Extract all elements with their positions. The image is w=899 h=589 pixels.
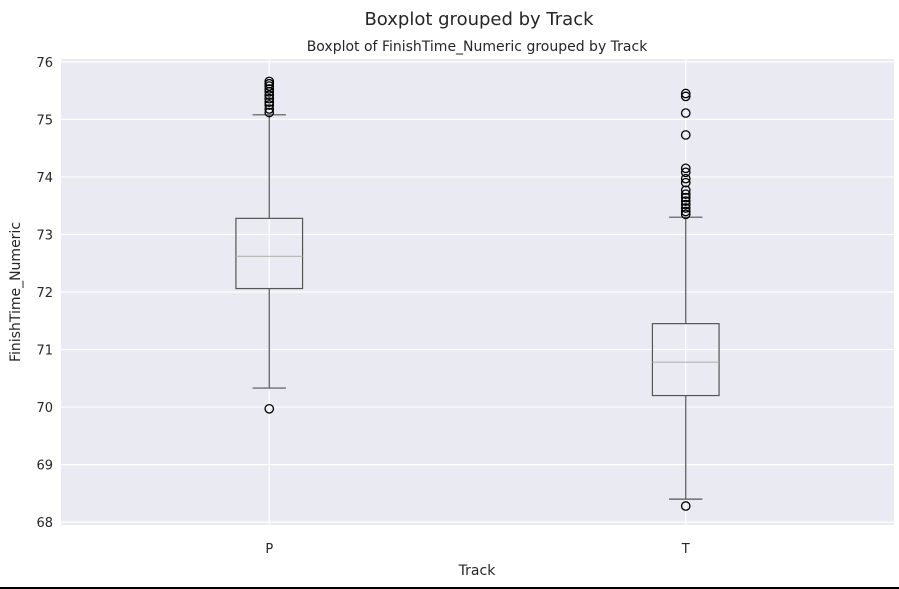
y-tick-label: 74 bbox=[36, 171, 53, 186]
iqr-box bbox=[651, 323, 720, 397]
outlier-point bbox=[680, 173, 691, 184]
y-tick-label: 76 bbox=[36, 56, 53, 71]
y-tick-label: 75 bbox=[36, 113, 53, 128]
boxes bbox=[235, 76, 720, 511]
outlier-point bbox=[264, 403, 275, 414]
y-tick-label: 72 bbox=[36, 286, 53, 301]
outlier-point bbox=[264, 84, 275, 94]
outlier-point bbox=[680, 196, 691, 206]
iqr-box bbox=[235, 217, 304, 290]
outlier-point bbox=[680, 167, 691, 178]
chart-title: Boxplot of FinishTime_Numeric grouped by… bbox=[307, 39, 649, 55]
outlier-point bbox=[264, 107, 275, 118]
outlier-point bbox=[264, 104, 275, 114]
outlier-point bbox=[680, 163, 691, 174]
y-tick-label: 70 bbox=[36, 401, 53, 416]
outlier-point bbox=[264, 76, 275, 87]
outlier-point bbox=[680, 206, 691, 217]
outlier-point bbox=[264, 97, 275, 107]
outlier-point bbox=[680, 189, 691, 200]
x-axis-label: Track bbox=[458, 563, 497, 579]
outlier-point bbox=[680, 108, 691, 118]
outlier-point bbox=[680, 501, 691, 511]
outlier-point bbox=[680, 209, 691, 220]
box-group bbox=[235, 76, 304, 414]
x-tick-label: P bbox=[265, 542, 273, 557]
outlier-point bbox=[680, 192, 691, 203]
y-tick-label: 71 bbox=[36, 344, 53, 359]
outlier-point bbox=[680, 185, 691, 196]
box-group bbox=[651, 88, 720, 511]
bottom-border bbox=[0, 587, 899, 589]
outlier-point bbox=[680, 130, 691, 140]
y-tick-label: 69 bbox=[36, 459, 53, 474]
outlier-point bbox=[680, 203, 691, 213]
y-axis-label: FinishTime_Numeric bbox=[8, 222, 24, 362]
outlier-point bbox=[264, 93, 275, 104]
y-tick-label: 68 bbox=[36, 516, 53, 531]
outlier-point bbox=[680, 177, 691, 188]
y-tick-labels: 68 69 70 71 72 73 74 75 76 bbox=[36, 56, 53, 531]
outlier-point bbox=[680, 199, 691, 210]
outlier-point bbox=[264, 100, 275, 110]
outlier-point bbox=[264, 90, 275, 101]
chart-suptitle: Boxplot grouped by Track bbox=[364, 9, 594, 30]
x-tick-label: T bbox=[681, 542, 690, 557]
outlier-point bbox=[680, 91, 691, 102]
outlier-point bbox=[680, 88, 691, 99]
y-tick-label: 73 bbox=[36, 228, 53, 243]
